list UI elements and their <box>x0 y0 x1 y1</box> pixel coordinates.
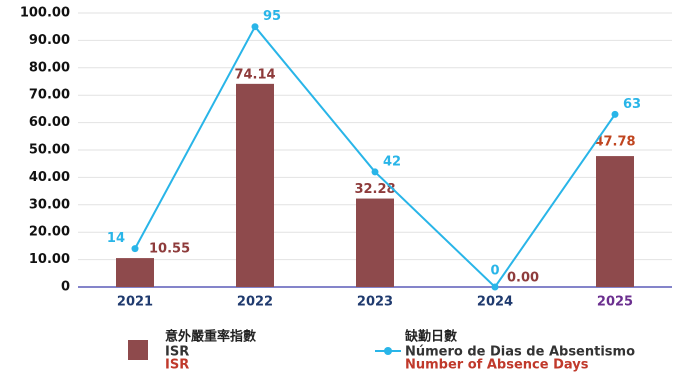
y-tick-label: 30.00 <box>29 197 70 212</box>
legend-sublabel: ISR <box>165 345 189 360</box>
legend-sublabel: Number of Absence Days <box>405 358 589 373</box>
y-tick-label: 80.00 <box>29 60 70 75</box>
x-tick-label: 2023 <box>357 295 393 310</box>
line-point <box>371 168 379 176</box>
bar-value-label: 0.00 <box>507 271 539 286</box>
y-tick-label: 70.00 <box>29 88 70 103</box>
bar <box>596 156 634 287</box>
y-tick-label: 50.00 <box>29 143 70 158</box>
bar <box>236 83 274 287</box>
legend-sublabel: ISR <box>165 358 189 373</box>
x-tick-label: 2025 <box>597 295 633 310</box>
x-tick-label: 2021 <box>117 295 153 310</box>
legend-sublabel: Número de Dias de Absentismo <box>405 345 635 360</box>
y-tick-label: 0 <box>61 280 70 295</box>
legend-label: 意外嚴重率指數 <box>165 329 256 345</box>
bar-value-label: 10.55 <box>149 242 190 257</box>
y-tick-label: 20.00 <box>29 225 70 240</box>
bar <box>356 198 394 287</box>
line-point <box>251 23 259 31</box>
bar-value-label: 32.28 <box>354 182 395 197</box>
line-value-label: 14 <box>107 231 125 246</box>
line-point <box>491 283 499 291</box>
legend-label: 缺勤日數 <box>404 329 457 345</box>
line-point <box>611 110 619 118</box>
bar-value-label: 74.14 <box>234 67 275 82</box>
y-tick-label: 90.00 <box>29 33 70 48</box>
line-point <box>131 245 139 253</box>
y-tick-label: 60.00 <box>29 115 70 130</box>
x-tick-label: 2024 <box>477 295 513 310</box>
line-value-label: 0 <box>490 264 499 279</box>
bar <box>116 258 154 287</box>
line-value-label: 63 <box>623 97 641 112</box>
line-value-label: 42 <box>383 154 401 169</box>
bar-value-label: 47.78 <box>594 135 635 150</box>
x-tick-label: 2022 <box>237 295 273 310</box>
legend-swatch <box>128 340 148 360</box>
legend-swatch <box>384 347 392 355</box>
line-value-label: 95 <box>263 9 281 24</box>
y-tick-label: 40.00 <box>29 170 70 185</box>
y-tick-label: 10.00 <box>29 252 70 267</box>
y-tick-label: 100.00 <box>20 6 70 21</box>
